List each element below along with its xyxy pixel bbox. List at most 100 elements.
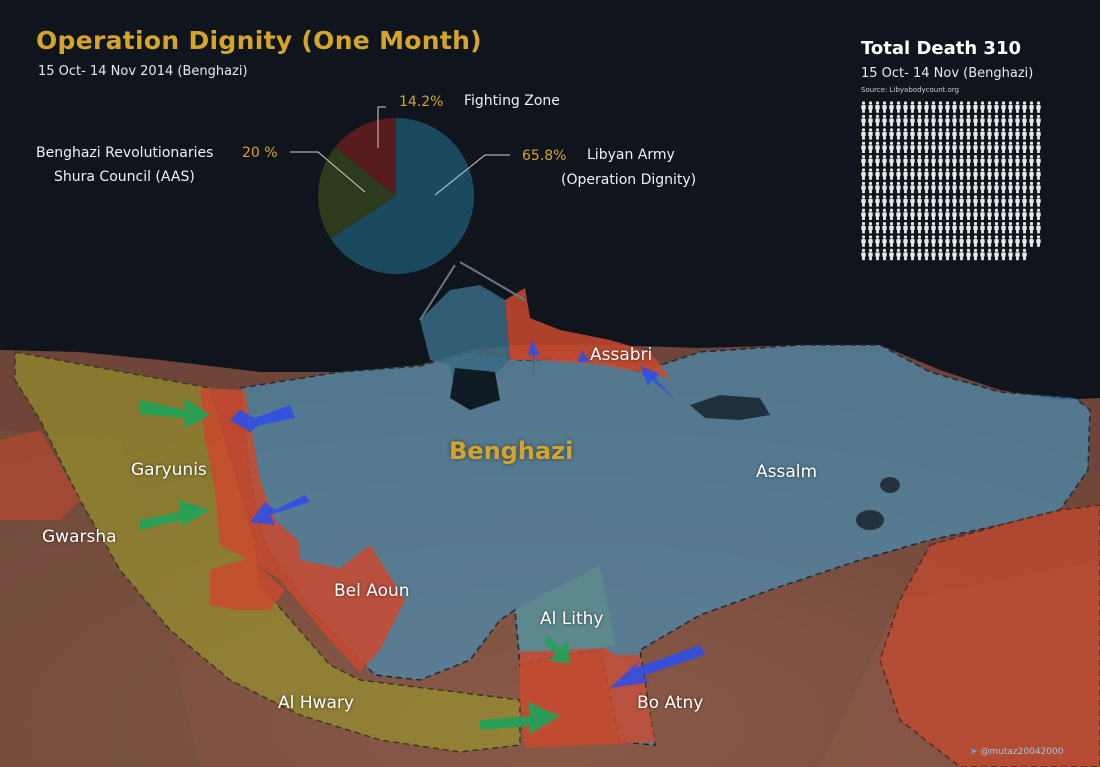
person-icon: [882, 248, 887, 261]
person-icon: [966, 155, 971, 167]
place-assabri: Assabri: [590, 345, 653, 365]
person-icon: [1029, 141, 1034, 153]
person-icon: [861, 141, 866, 153]
person-icon: [952, 128, 957, 140]
person-icon: [882, 168, 887, 180]
person-icon: [896, 168, 901, 180]
person-icon: [994, 208, 999, 220]
person-icon: [917, 155, 922, 167]
person-icon: [931, 222, 936, 234]
person-icon: [959, 141, 964, 153]
person-icon: [973, 101, 978, 113]
person-icon: [896, 114, 901, 127]
person-icon: [889, 114, 894, 127]
person-icon: [994, 155, 999, 167]
person-icon: [889, 195, 894, 207]
person-icon: [931, 208, 936, 220]
person-icon: [994, 248, 999, 261]
person-icon: [1036, 195, 1041, 207]
person-icon: [868, 155, 873, 167]
person-icon: [868, 235, 873, 247]
aas-arrows: [140, 398, 570, 734]
person-icon: [987, 114, 992, 127]
pie-label-aas-line1: Benghazi Revolutionaries: [36, 145, 214, 161]
person-icon: [987, 195, 992, 207]
twitter-handle: @mutaz20042000: [980, 747, 1064, 757]
person-icon: [952, 155, 957, 167]
person-icon: [924, 155, 929, 167]
person-icon: [1022, 195, 1027, 207]
person-icon: [987, 235, 992, 247]
person-icon: [875, 168, 880, 180]
person-icon: [896, 235, 901, 247]
person-icon: [994, 128, 999, 140]
person-icon: [945, 235, 950, 247]
person-icon: [917, 141, 922, 153]
person-icon: [1029, 195, 1034, 207]
person-icon: [903, 181, 908, 194]
person-icon: [959, 114, 964, 127]
person-icon: [903, 222, 908, 234]
army-arrows: [230, 340, 705, 688]
person-icon: [924, 181, 929, 194]
person-icon: [868, 222, 873, 234]
person-icon: [903, 101, 908, 113]
place-al-hwary: Al Hwary: [278, 693, 354, 713]
person-icon: [1008, 128, 1013, 140]
person-icon: [1022, 141, 1027, 153]
person-icon: [938, 168, 943, 180]
person-icon: [945, 208, 950, 220]
person-icon: [987, 141, 992, 153]
person-icon: [959, 168, 964, 180]
person-icon: [861, 168, 866, 180]
person-icon: [896, 222, 901, 234]
person-icon: [1029, 128, 1034, 140]
person-icon: [938, 248, 943, 261]
person-icon: [1015, 114, 1020, 127]
person-icon: [931, 181, 936, 194]
person-icon: [973, 181, 978, 194]
person-icon: [910, 195, 915, 207]
person-icon: [973, 128, 978, 140]
person-icon: [952, 141, 957, 153]
person-icon: [1022, 114, 1027, 127]
person-icon: [882, 128, 887, 140]
person-icon: [889, 248, 894, 261]
person-icon: [952, 222, 957, 234]
person-icon: [910, 141, 915, 153]
person-icon: [868, 101, 873, 113]
person-icon: [966, 101, 971, 113]
person-icon: [980, 128, 985, 140]
person-icon: [917, 181, 922, 194]
person-icon: [882, 235, 887, 247]
person-icon: [917, 208, 922, 220]
person-icon: [889, 168, 894, 180]
twitter-icon: ➤: [970, 747, 978, 757]
person-icon: [910, 235, 915, 247]
twitter-credit[interactable]: ➤ @mutaz20042000: [970, 747, 1063, 757]
person-icon: [966, 235, 971, 247]
person-icon: [1008, 155, 1013, 167]
person-icon: [889, 208, 894, 220]
city-label: Benghazi: [449, 437, 574, 465]
person-icon: [945, 128, 950, 140]
place-garyunis: Garyunis: [131, 460, 207, 480]
person-icon: [903, 141, 908, 153]
person-icon: [910, 128, 915, 140]
harbour: [420, 285, 510, 395]
pie-leader-lines: [290, 106, 510, 196]
person-icon: [889, 141, 894, 153]
person-icon: [875, 155, 880, 167]
person-icon: [994, 101, 999, 113]
pie-slice: [335, 118, 396, 196]
place-assalm: Assalm: [756, 462, 818, 482]
person-icon: [980, 155, 985, 167]
person-icon: [952, 195, 957, 207]
person-icon: [903, 168, 908, 180]
pie-pct-aas: 20 %: [242, 145, 278, 161]
person-icon: [980, 114, 985, 127]
person-icon: [931, 168, 936, 180]
person-icon: [924, 208, 929, 220]
place-bo-atny: Bo Atny: [637, 693, 704, 713]
person-icon: [938, 181, 943, 194]
